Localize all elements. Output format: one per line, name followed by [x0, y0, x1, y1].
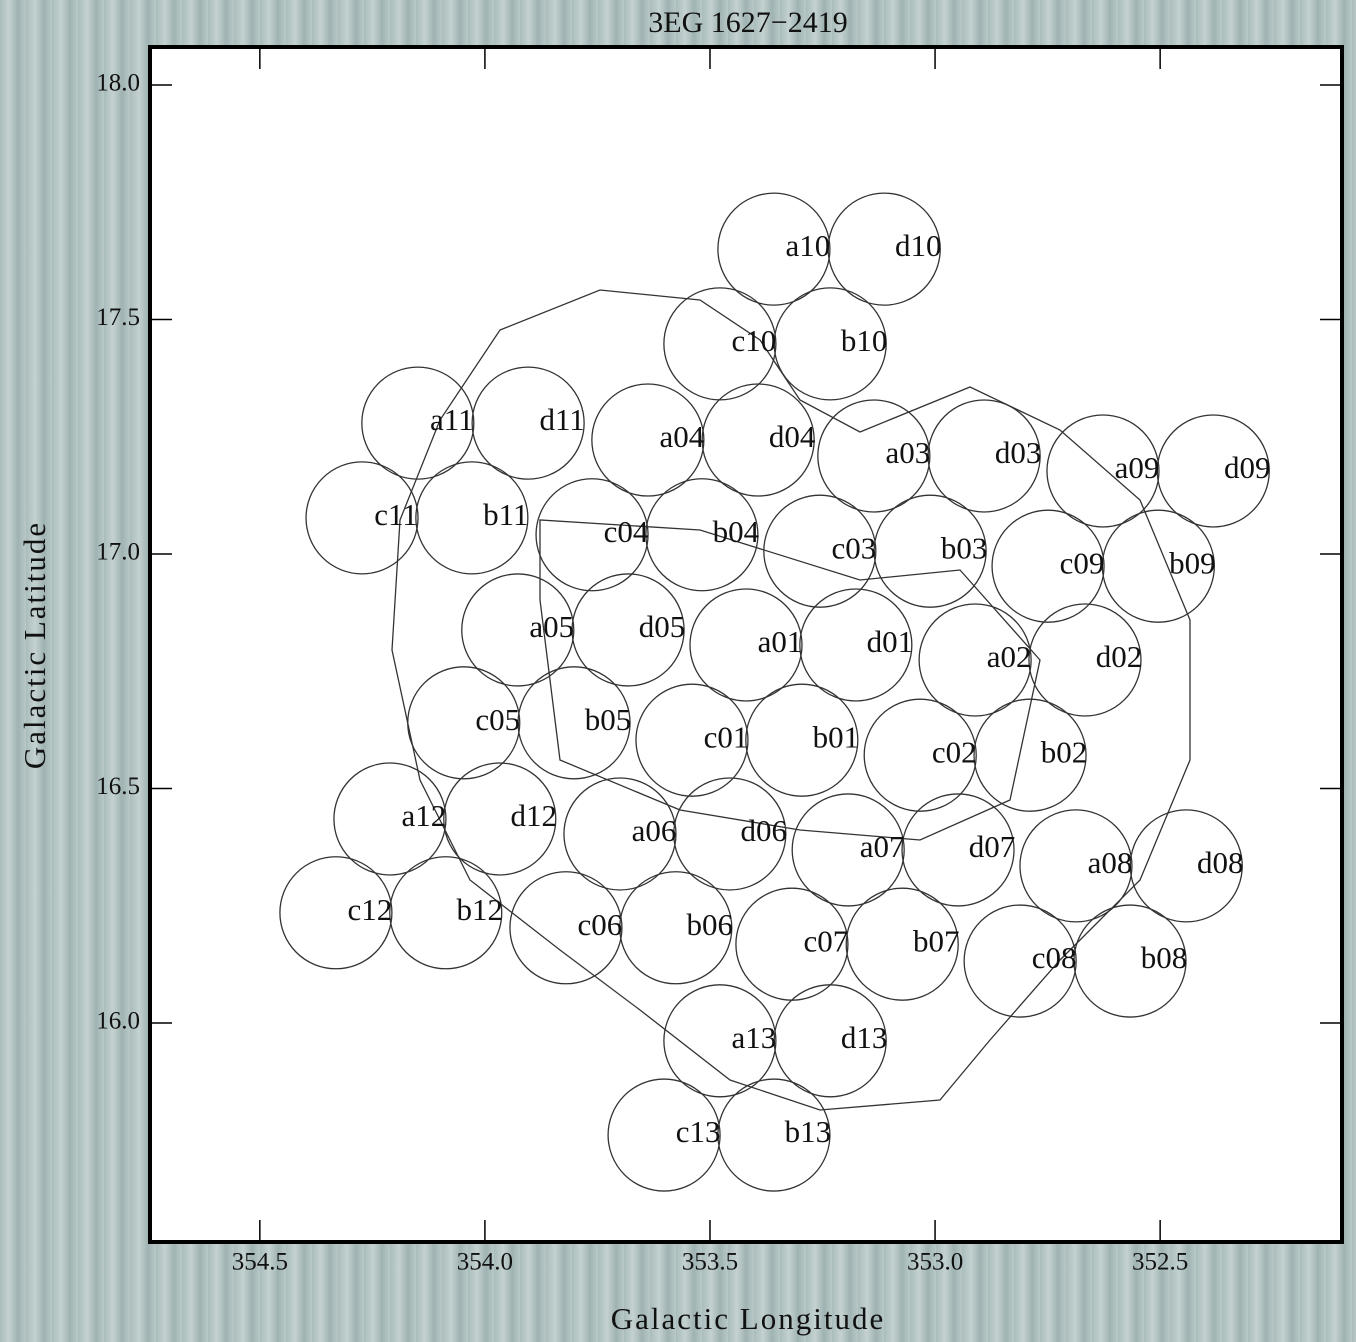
field-label: a09 — [1115, 450, 1160, 485]
page: 3EG 1627−2419 Galactic Longitude Galacti… — [0, 0, 1356, 1342]
x-tick-label: 354.5 — [232, 1249, 288, 1276]
field-label: b13 — [785, 1114, 832, 1149]
y-tick-label: 16.5 — [96, 773, 140, 800]
x-tick-label: 352.5 — [1132, 1249, 1188, 1276]
chart-title: 3EG 1627−2419 — [648, 6, 847, 39]
x-tick-label: 354.0 — [457, 1249, 513, 1276]
y-tick-label: 17.0 — [96, 539, 140, 566]
field-label: d10 — [895, 228, 942, 263]
field-label: b12 — [456, 892, 503, 927]
field-label: b04 — [713, 514, 760, 549]
field-label: b01 — [813, 719, 860, 754]
field-label: d08 — [1197, 845, 1244, 880]
field-label: b05 — [585, 702, 632, 737]
field-label: a07 — [860, 829, 905, 864]
chart: 3EG 1627−2419 Galactic Longitude Galacti… — [0, 0, 1356, 1342]
field-label: c12 — [348, 892, 393, 927]
x-tick-label: 353.0 — [907, 1249, 963, 1276]
field-label: a12 — [402, 798, 447, 833]
field-label: c06 — [578, 907, 623, 942]
field-label: b08 — [1141, 940, 1188, 975]
field-label: a10 — [786, 228, 831, 263]
x-tick-label: 353.5 — [682, 1249, 738, 1276]
field-label: a13 — [732, 1020, 777, 1055]
field-label: b09 — [1169, 545, 1216, 580]
field-label: b06 — [687, 907, 734, 942]
field-label: a06 — [632, 813, 677, 848]
field-label: d04 — [769, 419, 816, 454]
field-label: d05 — [639, 609, 686, 644]
field-label: a03 — [885, 435, 930, 470]
field-label: c08 — [1032, 940, 1077, 975]
field-label: c07 — [804, 923, 849, 958]
field-label: c05 — [475, 702, 520, 737]
field-label: d07 — [969, 829, 1016, 864]
field-label: b03 — [941, 530, 988, 565]
field-label: d09 — [1224, 450, 1271, 485]
field-label: c10 — [732, 323, 777, 358]
field-label: c13 — [676, 1114, 721, 1149]
field-label: b11 — [483, 497, 528, 532]
field-label: c01 — [704, 719, 749, 754]
field-label: b02 — [1041, 734, 1088, 769]
field-label: d13 — [841, 1020, 888, 1055]
field-label: d01 — [867, 624, 914, 659]
field-label: d02 — [1096, 639, 1143, 674]
field-label: b07 — [913, 923, 960, 958]
field-label: a02 — [987, 639, 1032, 674]
field-label: d12 — [511, 798, 558, 833]
field-label: d06 — [741, 813, 788, 848]
y-axis-label: Galactic Latitude — [17, 521, 52, 769]
field-label: a11 — [430, 402, 474, 437]
y-tick-label: 16.0 — [96, 1008, 140, 1035]
field-label: c04 — [604, 514, 649, 549]
field-label: c02 — [932, 734, 977, 769]
plot-area — [150, 47, 1342, 1242]
field-label: a05 — [529, 609, 574, 644]
field-label: a01 — [758, 624, 803, 659]
field-label: c03 — [831, 530, 876, 565]
field-label: d03 — [995, 435, 1042, 470]
y-tick-label: 17.5 — [96, 304, 140, 331]
field-label: b10 — [841, 323, 888, 358]
field-label: c09 — [1060, 545, 1105, 580]
field-label: a08 — [1088, 845, 1133, 880]
y-tick-label: 18.0 — [96, 70, 140, 97]
field-label: d11 — [539, 402, 584, 437]
field-label: c11 — [374, 497, 418, 532]
x-axis-label: Galactic Longitude — [611, 1301, 885, 1336]
field-label: a04 — [659, 419, 704, 454]
